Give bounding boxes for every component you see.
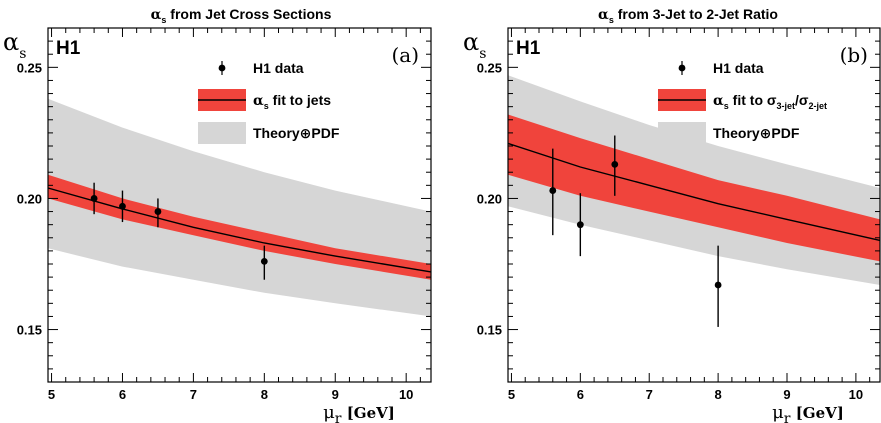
panel-a-legend-fit-text: fit to jets xyxy=(269,92,331,108)
panel-b-title-text: from 3-Jet to 2-Jet Ratio xyxy=(613,6,778,22)
panel-b-y-axis-symbol: α xyxy=(463,28,479,56)
panel-b-legend-fit-sub1: 3-jet xyxy=(776,101,795,111)
panel-a-x-axis-label: μr [GeV] xyxy=(323,402,395,423)
panel-b-legend-fit-text: fit to σ xyxy=(729,92,777,108)
panel-b-panel-letter: (b) xyxy=(840,43,868,67)
panel-a-data-point xyxy=(119,202,126,210)
panel-b-x-tick-label: 6 xyxy=(577,387,584,402)
panel-a-y-tick-label: 0.25 xyxy=(17,60,42,75)
panel-b-legend-theory-label: Theory⊕PDF xyxy=(713,125,800,141)
panel-a-x-tick-label: 9 xyxy=(332,387,339,402)
panel-b-fit-line xyxy=(507,142,881,242)
panel-a-x-tick-label: 10 xyxy=(399,387,413,402)
panel-b-x-tick-label: 10 xyxy=(849,387,863,402)
panel-b-title-sub: s xyxy=(608,14,614,25)
panel-a-y-tick-label: 0.20 xyxy=(17,191,42,206)
panel-a-data-point xyxy=(154,208,162,215)
panel-b-y-axis-sub: s xyxy=(479,46,486,62)
panel-b-y-tick-label: 0.20 xyxy=(477,191,502,206)
panel-a-y-axis-label: αs xyxy=(3,28,26,62)
panel-a-legend-theory-label: Theory⊕PDF xyxy=(253,125,340,141)
panel-a-title-sub: s xyxy=(161,14,167,25)
panel-b-title-symbol: α xyxy=(598,7,609,23)
panel-a-y-axis-symbol: α xyxy=(3,28,19,56)
panel-a-legend-theory-swatch xyxy=(198,122,246,144)
panel-a-legend-fit-sub: s xyxy=(264,101,269,111)
panel-a-data-point xyxy=(260,257,268,265)
panel-a-x-axis-symbol: μ xyxy=(323,402,335,423)
panel-a-fit-line xyxy=(47,187,432,273)
panel-b-data-point xyxy=(576,221,584,229)
panel-b-x-tick-label: 8 xyxy=(714,387,721,402)
panel-b-data-point xyxy=(611,160,619,168)
panel-b-y-tick-label: 0.15 xyxy=(477,323,502,338)
panel-a-x-tick-label: 7 xyxy=(190,387,197,402)
panel-a-experiment-label: H1 xyxy=(56,38,81,59)
panel-b-frame xyxy=(507,27,881,383)
panel-a-x-axis-sub: r xyxy=(335,411,342,423)
panel-a-title-text: from Jet Cross Sections xyxy=(166,6,332,22)
panel-b-legend-fit-sub: s xyxy=(724,101,729,111)
panel-b-legend-fit-symbol: α xyxy=(713,93,724,109)
panel-b-legend-fit-mid: /σ xyxy=(795,92,809,108)
panel-a-panel-letter: (a) xyxy=(391,43,419,67)
panel-a-legend-fit-symbol: α xyxy=(253,93,264,109)
panel-a-x-axis-unit: [GeV] xyxy=(341,404,394,422)
panel-a-frame xyxy=(47,27,432,383)
panel-b-x-axis-sub: r xyxy=(784,411,791,423)
panel-b-legend-fit-label: αs fit to σ3-jet/σ2-jet xyxy=(713,92,827,111)
panel-b-x-tick-label: 5 xyxy=(508,387,515,402)
panel-b-fit-band xyxy=(508,114,880,262)
panel-a-legend-data-label: H1 data xyxy=(253,60,304,76)
panel-a-x-tick-label: 5 xyxy=(48,387,55,402)
panel-a-fit-band xyxy=(48,174,431,280)
panel-a-x-tick-label: 6 xyxy=(119,387,126,402)
panel-b-y-tick-label: 0.25 xyxy=(477,60,502,75)
panel-b-x-tick-label: 9 xyxy=(783,387,790,402)
panel-b-legend-fit-sub2: 2-jet xyxy=(808,101,827,111)
panel-b-data-point xyxy=(549,187,557,194)
panel-b-experiment-label: H1 xyxy=(516,38,541,59)
panel-b-data-point xyxy=(714,281,722,289)
panel-a-data-point xyxy=(90,195,98,202)
panel-a-title: αs from Jet Cross Sections xyxy=(40,6,442,25)
panel-a-y-tick-label: 0.15 xyxy=(17,323,42,338)
panel-a-y-axis-sub: s xyxy=(19,46,26,62)
panel-a-legend-fit-label: αs fit to jets xyxy=(253,92,331,111)
panel-b-legend-data-label: H1 data xyxy=(713,60,764,76)
panel-b-legend-theory-swatch xyxy=(658,122,706,144)
panel-b-x-axis-symbol: μ xyxy=(772,402,784,423)
panel-b-x-tick-label: 7 xyxy=(646,387,653,402)
panel-b-y-axis-label: αs xyxy=(463,28,486,62)
panel-a-title-symbol: α xyxy=(150,7,162,23)
panel-a-x-tick-label: 8 xyxy=(261,387,268,402)
panel-b-x-axis-label: μr [GeV] xyxy=(772,402,844,423)
panel-b-x-axis-unit: [GeV] xyxy=(790,404,843,422)
panel-b-title: αs from 3-Jet to 2-Jet Ratio xyxy=(508,6,868,25)
